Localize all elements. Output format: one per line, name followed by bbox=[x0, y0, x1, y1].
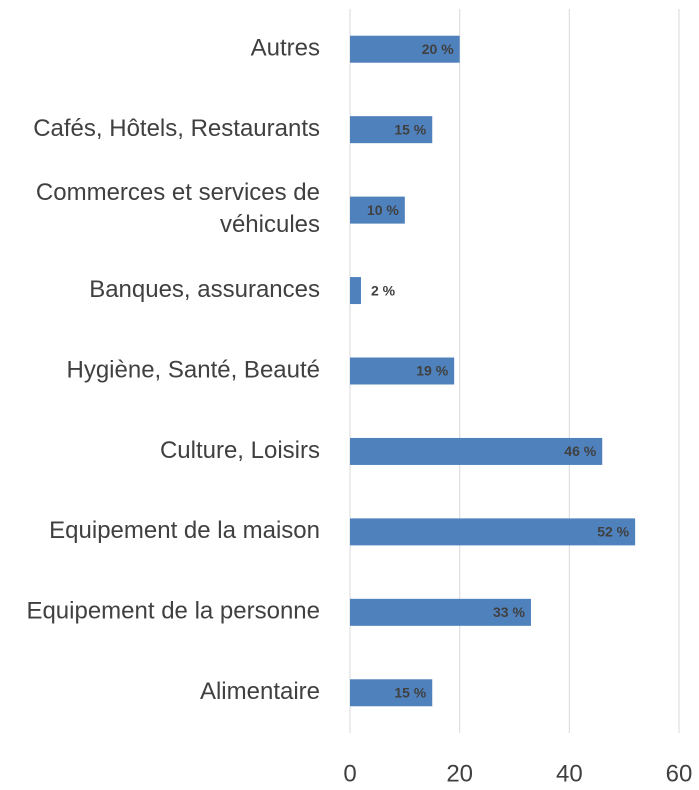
x-tick-label: 40 bbox=[556, 760, 583, 787]
data-label: 2 % bbox=[371, 282, 396, 298]
bar bbox=[350, 196, 405, 224]
data-label: 52 % bbox=[597, 524, 629, 540]
y-tick-label: Cafés, Hôtels, Restaurants bbox=[33, 115, 320, 142]
bar bbox=[350, 518, 636, 546]
bar bbox=[350, 277, 361, 305]
data-label: 10 % bbox=[367, 202, 399, 218]
data-label: 20 % bbox=[422, 41, 454, 57]
bar bbox=[350, 679, 433, 707]
y-tick-label: Commerces et services de véhicules bbox=[36, 179, 320, 238]
y-tick-label: Equipement de la personne bbox=[26, 598, 320, 625]
data-label: 33 % bbox=[493, 604, 525, 620]
y-tick-label: Culture, Loisirs bbox=[160, 437, 320, 464]
y-tick-label: Banques, assurances bbox=[89, 276, 320, 303]
bar bbox=[350, 598, 531, 626]
bar bbox=[350, 437, 603, 465]
x-tick-label: 60 bbox=[666, 760, 693, 787]
bar bbox=[350, 116, 433, 144]
data-label: 19 % bbox=[416, 363, 448, 379]
y-tick-label: Autres bbox=[251, 35, 320, 62]
data-label: 15 % bbox=[394, 684, 426, 700]
y-tick-label: Equipement de la maison bbox=[49, 517, 320, 544]
x-tick-label: 20 bbox=[446, 760, 473, 787]
y-tick-label: Alimentaire bbox=[200, 678, 320, 705]
y-tick-label: Hygiène, Santé, Beauté bbox=[66, 356, 320, 383]
data-label: 46 % bbox=[564, 443, 596, 459]
bar bbox=[350, 35, 460, 63]
x-tick-label: 0 bbox=[343, 760, 356, 787]
bar bbox=[350, 357, 455, 385]
data-label: 15 % bbox=[394, 121, 426, 137]
